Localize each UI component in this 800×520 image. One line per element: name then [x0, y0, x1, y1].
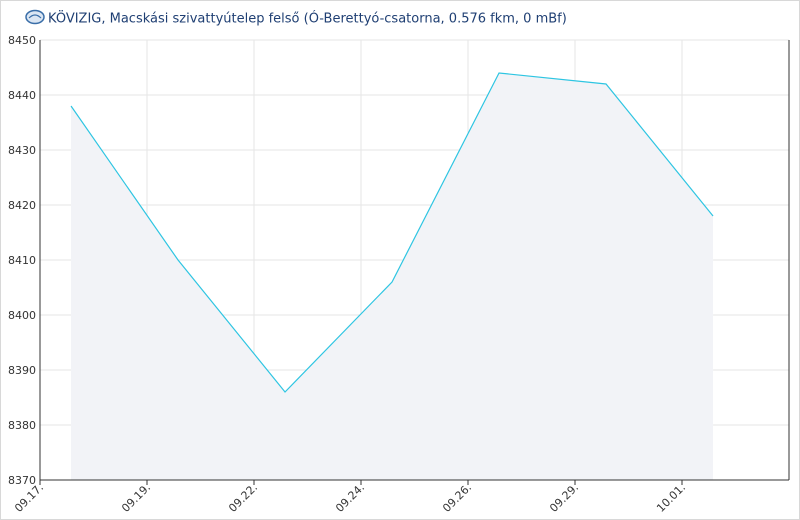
y-tick-label: 8390 — [8, 364, 36, 377]
y-tick-label: 8380 — [8, 419, 36, 432]
y-tick-label: 8370 — [8, 474, 36, 487]
title-icon — [25, 9, 45, 25]
y-tick-label: 8430 — [8, 144, 36, 157]
y-tick-label: 8440 — [8, 89, 36, 102]
y-tick-label: 8400 — [8, 309, 36, 322]
area — [71, 73, 714, 480]
y-tick-label: 8410 — [8, 254, 36, 267]
y-tick-label: 8420 — [8, 199, 36, 212]
y-tick-label: 8450 — [8, 34, 36, 47]
chart-title: KÖVIZIG, Macskási szivattyútelep felső (… — [48, 10, 567, 27]
line — [70, 72, 714, 393]
